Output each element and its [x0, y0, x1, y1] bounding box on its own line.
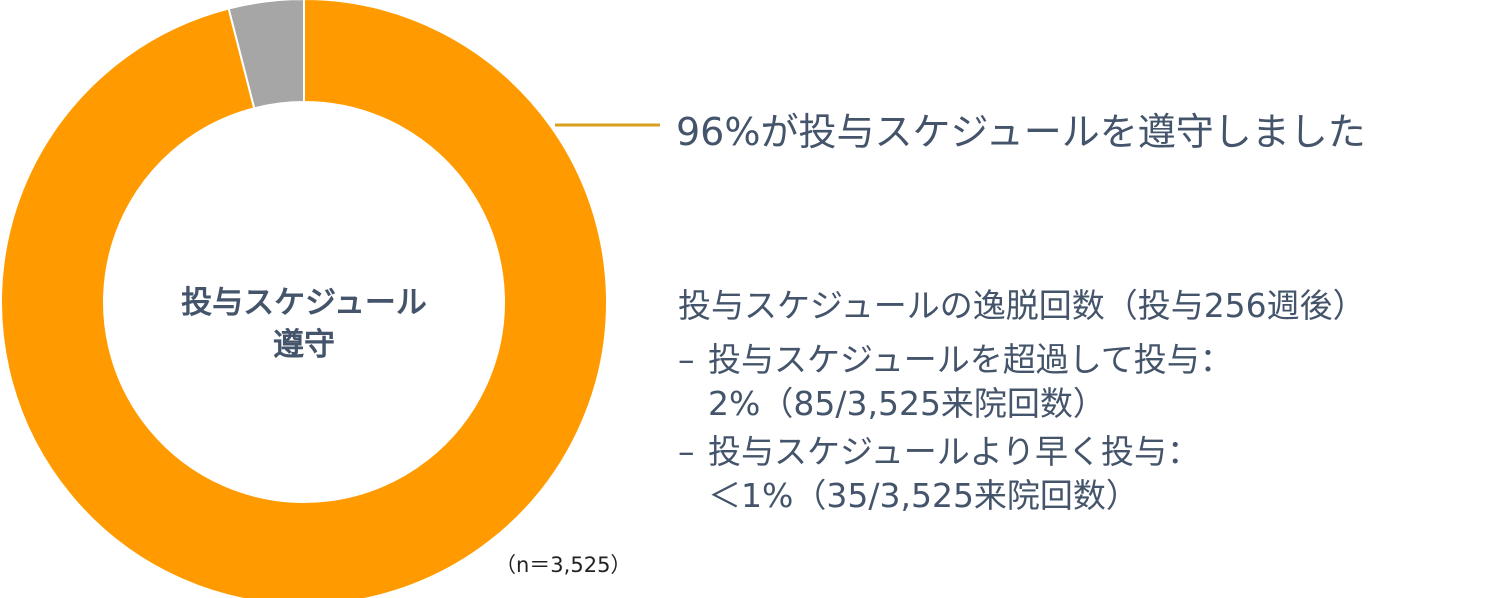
deviation-details: 投与スケジュールの逸脱回数（投与256週後） – 投与スケジュールを超過して投与…: [678, 284, 1366, 522]
donut-slices: [0, 0, 608, 598]
center-label-line-1: 投与スケジュール: [181, 285, 427, 321]
deviation-item-late-value: 2%（85/3,525来院回数）: [708, 384, 1106, 423]
deviation-item-late-label: 投与スケジュールを超過して投与：: [708, 340, 1233, 379]
deviation-item-late: – 投与スケジュールを超過して投与： 2%（85/3,525来院回数）: [678, 338, 1366, 426]
donut-slice-other: [227, 0, 305, 110]
callout-text: 96%が投与スケジュールを遵守しました: [676, 110, 1366, 154]
deviation-title: 投与スケジュールの逸脱回数（投与256週後）: [678, 286, 1366, 325]
donut-slice-adherent: [0, 0, 608, 598]
deviation-item-early-value: ＜1%（35/3,525来院回数）: [708, 476, 1139, 515]
center-label-line-2: 遵守: [273, 327, 335, 363]
bullet-dash: –: [678, 340, 695, 379]
donut-center-label: 投与スケジュール 遵守: [154, 282, 454, 366]
bullet-dash: –: [678, 432, 695, 471]
sample-size-label: （n＝3,525）: [495, 553, 632, 577]
deviation-item-early-label: 投与スケジュールより早く投与：: [708, 432, 1201, 471]
deviation-item-early: – 投与スケジュールより早く投与： ＜1%（35/3,525来院回数）: [678, 430, 1366, 518]
